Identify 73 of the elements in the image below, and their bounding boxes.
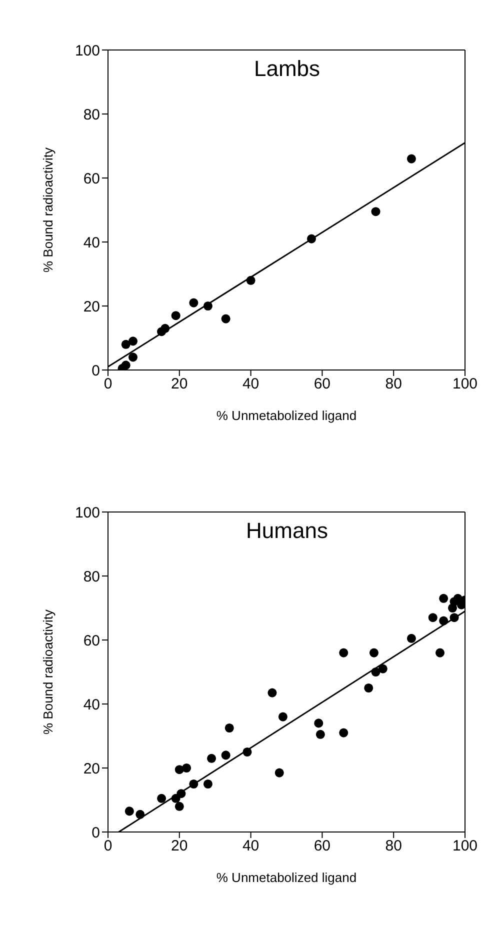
x-axis-title: % Unmetabolized ligand	[216, 408, 357, 423]
point	[439, 594, 448, 603]
point	[314, 718, 324, 728]
y-tick-label: 100	[74, 504, 100, 522]
point	[339, 728, 348, 738]
point	[306, 234, 316, 244]
point	[435, 648, 445, 658]
x-tick-label: 80	[385, 376, 402, 393]
y-tick-label: 40	[83, 696, 100, 714]
point	[224, 723, 234, 733]
point	[406, 154, 416, 164]
x-tick-label: 20	[171, 838, 188, 855]
x-tick-label: 100	[452, 838, 478, 855]
x-tick-label: 80	[385, 838, 402, 855]
point	[316, 730, 325, 739]
point	[378, 664, 388, 674]
point	[189, 298, 198, 308]
chart-title: Lambs	[252, 56, 322, 82]
point	[174, 802, 184, 811]
point	[121, 360, 130, 370]
point	[128, 336, 138, 346]
point	[428, 613, 438, 622]
y-tick-label: 80	[83, 106, 100, 124]
point	[406, 634, 416, 643]
point	[136, 810, 145, 819]
y-tick-label: 0	[92, 824, 100, 842]
y-tick-label: 100	[74, 42, 100, 60]
x-tick-label: 100	[452, 376, 478, 393]
point	[160, 324, 170, 333]
x-tick-label: 40	[242, 376, 260, 393]
point	[242, 747, 252, 757]
point	[439, 616, 448, 626]
point	[171, 311, 180, 320]
x-axis-title: % Unmetabolized ligand	[216, 870, 357, 885]
point	[189, 779, 198, 789]
point	[339, 648, 348, 658]
x-tick-label: 60	[314, 838, 331, 855]
point	[268, 688, 277, 698]
point	[157, 794, 166, 803]
y-tick-label: 0	[92, 362, 100, 380]
y-tick-label: 60	[83, 632, 100, 650]
y-tick-label: 20	[83, 298, 100, 316]
point	[371, 207, 380, 216]
point	[203, 301, 212, 311]
x-tick-label: 60	[314, 376, 331, 393]
y-tick-label: 40	[83, 234, 100, 252]
point	[182, 763, 192, 773]
point	[369, 648, 378, 658]
point	[221, 314, 230, 324]
x-tick-label: 0	[104, 376, 112, 393]
point	[174, 765, 184, 774]
point	[128, 352, 138, 362]
y-axis-title: % Bound radioactivity	[40, 608, 56, 735]
point	[278, 712, 288, 722]
x-tick-label: 40	[242, 838, 260, 855]
point	[203, 779, 212, 789]
x-tick-label: 0	[104, 838, 112, 855]
point	[450, 613, 459, 622]
point	[121, 340, 130, 349]
point	[124, 806, 134, 816]
x-tick-label: 20	[171, 376, 188, 393]
y-tick-label: 60	[83, 170, 100, 188]
y-axis-title: % Bound radioactivity	[40, 146, 56, 273]
point	[246, 276, 256, 285]
chart-title: Humans	[245, 518, 329, 544]
y-tick-label: 80	[83, 568, 100, 586]
point	[176, 789, 186, 798]
point	[207, 754, 216, 763]
point	[274, 768, 284, 778]
point	[371, 667, 380, 677]
point	[364, 683, 374, 693]
point	[221, 750, 230, 760]
y-tick-label: 20	[83, 760, 100, 778]
